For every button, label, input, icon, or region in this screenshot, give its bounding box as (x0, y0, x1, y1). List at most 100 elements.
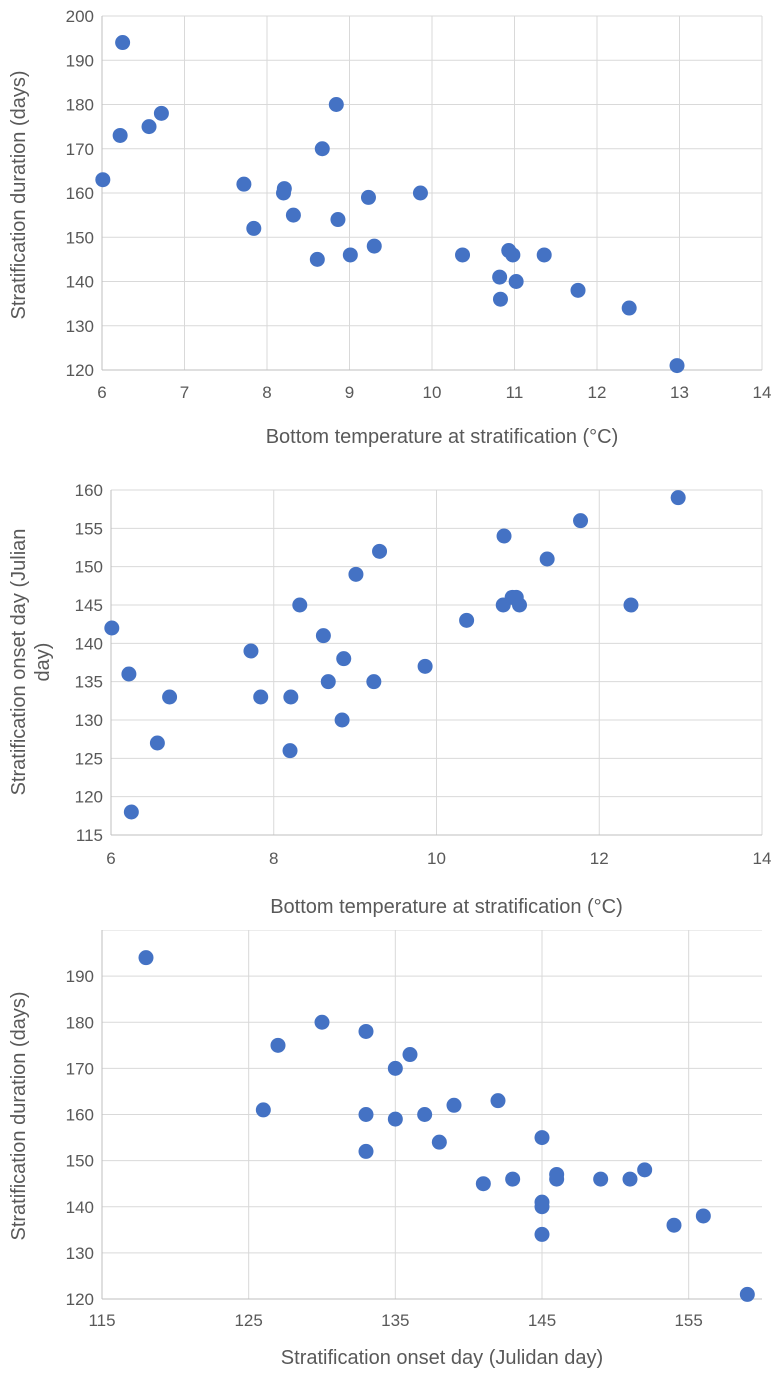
y-tick-label: 130 (75, 711, 103, 730)
data-point (534, 1199, 550, 1215)
y-tick-label: 120 (75, 788, 103, 807)
x-tick-label: 125 (234, 1311, 262, 1330)
data-point (670, 490, 686, 506)
x-tick-label: 8 (269, 849, 278, 868)
x-tick-label: 14 (753, 383, 772, 402)
data-point (455, 247, 471, 263)
data-point (622, 1171, 638, 1187)
data-point (505, 1171, 521, 1187)
data-point (283, 689, 299, 705)
data-point (276, 181, 292, 197)
data-point (320, 674, 336, 690)
data-point (549, 1171, 565, 1187)
data-point (328, 97, 344, 112)
data-point (387, 1060, 403, 1076)
data-point (342, 247, 358, 263)
x-axis-title: Bottom temperature at stratification (°C… (266, 426, 619, 448)
data-point (246, 220, 262, 236)
y-tick-label: 150 (75, 558, 103, 577)
x-tick-label: 115 (88, 1311, 115, 1330)
data-point (534, 1226, 550, 1242)
data-point (358, 1023, 374, 1039)
x-axis-title: Bottom temperature at stratification (°C… (270, 896, 623, 918)
data-point (104, 620, 120, 636)
data-point (149, 735, 165, 751)
y-tick-label: 155 (75, 519, 103, 538)
data-point (95, 172, 111, 188)
data-point (360, 189, 376, 205)
y-tick-label: 180 (66, 1013, 94, 1032)
data-point (573, 513, 589, 529)
data-point (570, 282, 586, 298)
x-tick-label: 10 (423, 383, 442, 402)
data-point (593, 1171, 609, 1187)
y-tick-label: 170 (66, 1059, 94, 1078)
data-point (666, 1217, 682, 1233)
data-point (358, 1143, 374, 1159)
data-point (358, 1107, 374, 1122)
data-point (236, 176, 252, 192)
data-point (372, 543, 388, 559)
x-tick-label: 6 (97, 383, 106, 402)
y-tick-label: 125 (75, 749, 103, 768)
data-point (162, 689, 178, 705)
data-point (417, 658, 433, 674)
y-tick-label: 150 (66, 228, 94, 247)
x-tick-label: 12 (590, 849, 609, 868)
data-point (492, 269, 508, 285)
data-point (314, 141, 330, 157)
data-point (292, 597, 308, 613)
data-point (141, 119, 157, 135)
data-point (536, 247, 552, 263)
x-axis-title: Stratification onset day (Julidan day) (281, 1347, 603, 1369)
y-tick-label: 130 (66, 1244, 94, 1263)
x-tick-label: 8 (262, 383, 271, 402)
x-tick-label: 135 (381, 1311, 409, 1330)
data-point (539, 551, 555, 567)
chart-bottom-temp-vs-onset: 115 120 125 130 135 140 145 150 155 160 6 8 10 12 14 Bo… (8, 481, 772, 918)
y-axis-title: Stratification duration (days) (8, 991, 30, 1240)
data-point (387, 1111, 403, 1127)
data-point (695, 1208, 711, 1224)
data-point (402, 1047, 418, 1063)
data-point (366, 238, 382, 254)
data-point (492, 291, 508, 307)
y-tick-label: 160 (66, 184, 94, 203)
data-point (669, 358, 685, 374)
x-tick-label: 12 (588, 383, 607, 402)
y-tick-label: 115 (76, 826, 103, 845)
data-point (459, 612, 475, 628)
y-tick-label: 190 (66, 51, 94, 70)
y-tick-label: 180 (66, 96, 94, 115)
data-point (285, 207, 301, 223)
data-point (309, 251, 325, 267)
x-tick-label: 10 (427, 849, 446, 868)
data-point (739, 1286, 755, 1302)
data-point (508, 274, 524, 289)
y-tick-label: 160 (66, 1106, 94, 1125)
data-point (623, 597, 639, 613)
data-point (431, 1134, 447, 1150)
y-axis-title: Stratification duration (days) (8, 70, 30, 319)
y-tick-label: 120 (66, 1290, 94, 1309)
data-point (412, 185, 428, 201)
data-point (496, 528, 512, 544)
data-point (314, 1014, 330, 1030)
y-tick-label: 200 (66, 7, 94, 26)
data-point (621, 300, 637, 316)
y-tick-label: 135 (75, 673, 103, 692)
y-tick-label: 140 (66, 1198, 94, 1217)
y-tick-label: 130 (66, 317, 94, 336)
data-point (330, 212, 346, 228)
data-point (153, 105, 169, 121)
data-point (282, 743, 298, 759)
x-tick-label: 14 (753, 849, 772, 868)
x-tick-label: 13 (670, 383, 689, 402)
data-point (336, 651, 352, 667)
x-tick-label: 6 (106, 849, 115, 868)
y-axis-title-line2: day) (32, 643, 54, 682)
data-point (475, 1176, 491, 1192)
data-point (505, 247, 521, 263)
x-tick-label: 11 (506, 383, 524, 402)
x-tick-label: 9 (345, 383, 354, 402)
